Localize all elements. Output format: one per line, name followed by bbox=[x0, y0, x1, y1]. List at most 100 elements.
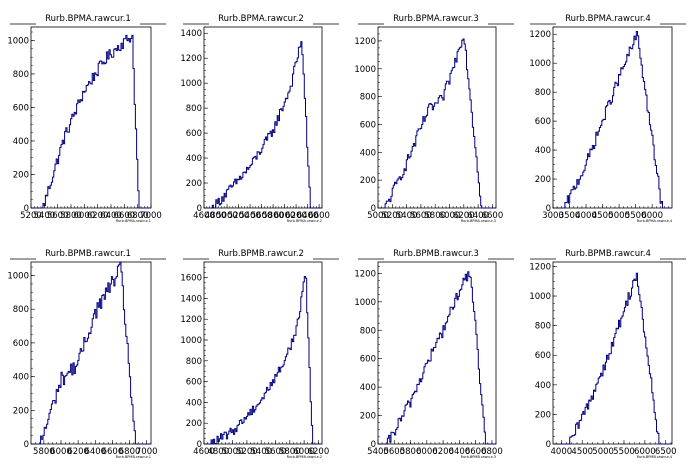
y-tick-label: 1000 bbox=[529, 59, 551, 69]
x-tick-label: 4600 bbox=[193, 447, 215, 457]
x-tick-label: 6000 bbox=[293, 447, 315, 457]
x-tick-label: 6000 bbox=[416, 447, 438, 457]
x-tick-label: 5600 bbox=[410, 211, 432, 221]
y-tick-label: 1000 bbox=[180, 336, 202, 346]
histogram-panel-4: Rurb.BPMA.rawcur.4 0 200 400 600 800 1000 1200 3… bbox=[529, 13, 686, 223]
x-tick-label: 6400 bbox=[467, 211, 489, 221]
x-tick-label: 6000 bbox=[50, 447, 72, 457]
y-tick-label: 0 bbox=[24, 204, 29, 214]
x-tick-label: 5400 bbox=[239, 211, 261, 221]
x-tick-label: 5000 bbox=[216, 211, 238, 221]
x-tick-label: 6000 bbox=[634, 447, 656, 457]
y-tick-label: 0 bbox=[197, 204, 202, 214]
x-tick-label: 5600 bbox=[47, 211, 69, 221]
x-axis-title: Rurb.BPMB.rawcur.2 bbox=[287, 455, 322, 459]
y-tick-label: 200 bbox=[360, 176, 376, 186]
histogram-line bbox=[378, 38, 496, 209]
y-tick-label: 200 bbox=[360, 412, 376, 422]
x-tick-label: 4600 bbox=[193, 211, 215, 221]
x-tick-label: 7000 bbox=[136, 447, 158, 457]
chart-title: Rurb.BPMB.rawcur.1 bbox=[45, 249, 131, 259]
x-tick-label: 6000 bbox=[274, 211, 296, 221]
y-tick-label: 800 bbox=[535, 88, 551, 98]
chart-title: Rurb.BPMA.rawcur.3 bbox=[393, 14, 479, 24]
x-tick-label: 3000 bbox=[542, 211, 564, 221]
x-tick-label: 4000 bbox=[575, 211, 597, 221]
y-tick-label: 400 bbox=[186, 154, 202, 164]
x-tick-label: 6800 bbox=[119, 447, 141, 457]
y-tick-label: 1400 bbox=[180, 29, 202, 39]
x-tick-label: 5000 bbox=[592, 447, 614, 457]
y-tick-label: 0 bbox=[24, 440, 29, 450]
x-tick-label: 6800 bbox=[127, 211, 149, 221]
x-axis-title: Rurb.BPMA.rawcur.1 bbox=[116, 219, 151, 223]
histogram-line bbox=[31, 34, 151, 209]
x-tick-label: 4800 bbox=[205, 211, 227, 221]
x-tick-label: 5400 bbox=[250, 447, 272, 457]
histogram-line bbox=[31, 261, 151, 445]
x-tick-label: 6200 bbox=[432, 447, 454, 457]
chart-title: Rurb.BPMB.rawcur.2 bbox=[218, 249, 304, 259]
y-tick-label: 400 bbox=[13, 373, 29, 383]
x-tick-label: 5800 bbox=[424, 211, 446, 221]
x-tick-label: 5400 bbox=[396, 211, 418, 221]
x-tick-label: 6600 bbox=[102, 447, 124, 457]
y-tick-label: 400 bbox=[186, 398, 202, 408]
y-tick-label: 1200 bbox=[529, 262, 551, 272]
histogram-panel-8: Rurb.BPMB.rawcur.4 0 200 400 600 800 1000 1200 4… bbox=[529, 248, 686, 459]
x-tick-label: 6000 bbox=[641, 211, 663, 221]
y-tick-label: 200 bbox=[535, 175, 551, 185]
x-tick-label: 6400 bbox=[84, 447, 106, 457]
x-tick-label: 6600 bbox=[465, 447, 487, 457]
x-axis-title: Rurb.BPMB.rawcur.4 bbox=[637, 455, 673, 459]
x-tick-label: 5800 bbox=[33, 447, 55, 457]
chart-title: Rurb.BPMA.rawcur.1 bbox=[45, 14, 131, 24]
x-tick-label: 6400 bbox=[449, 447, 471, 457]
chart-title: Rurb.BPMB.rawcur.4 bbox=[565, 249, 651, 259]
title-box bbox=[556, 13, 660, 25]
chart-title: Rurb.BPMA.rawcur.2 bbox=[218, 14, 304, 24]
y-tick-label: 600 bbox=[360, 355, 376, 365]
title-box bbox=[36, 13, 140, 25]
plot-frame bbox=[203, 26, 323, 209]
x-tick-label: 5200 bbox=[20, 211, 42, 221]
x-axis-title: Rurb.BPMB.rawcur.1 bbox=[116, 455, 151, 459]
y-tick-label: 1000 bbox=[7, 271, 29, 281]
histogram-panel-3: Rurb.BPMA.rawcur.3 0 200 400 600 800 1000 1200 5… bbox=[354, 13, 514, 223]
x-tick-label: 5200 bbox=[381, 211, 403, 221]
title-box bbox=[384, 248, 488, 260]
x-tick-label: 5600 bbox=[383, 447, 405, 457]
y-tick-label: 0 bbox=[546, 440, 551, 450]
y-tick-label: 600 bbox=[535, 351, 551, 361]
x-tick-label: 5800 bbox=[400, 447, 422, 457]
y-tick-label: 800 bbox=[360, 93, 376, 103]
y-tick-label: 1600 bbox=[180, 274, 202, 284]
x-tick-label: 6200 bbox=[67, 447, 89, 457]
y-tick-label: 1000 bbox=[354, 65, 376, 75]
y-tick-label: 1400 bbox=[180, 294, 202, 304]
x-tick-label: 6600 bbox=[114, 211, 136, 221]
y-tick-label: 800 bbox=[13, 305, 29, 315]
x-tick-label: 5500 bbox=[613, 447, 635, 457]
y-tick-label: 200 bbox=[535, 410, 551, 420]
y-tick-label: 200 bbox=[13, 406, 29, 416]
x-tick-label: 6200 bbox=[87, 211, 109, 221]
y-tick-label: 800 bbox=[186, 357, 202, 367]
y-tick-label: 800 bbox=[535, 322, 551, 332]
y-tick-label: 400 bbox=[535, 146, 551, 156]
chart-title: Rurb.BPMB.rawcur.3 bbox=[393, 249, 479, 259]
x-tick-label: 5200 bbox=[228, 211, 250, 221]
x-axis-title: Rurb.BPMA.rawcur.3 bbox=[461, 219, 496, 223]
x-tick-label: 6500 bbox=[655, 447, 677, 457]
y-tick-label: 1200 bbox=[180, 315, 202, 325]
plot-frame bbox=[552, 261, 673, 445]
x-tick-label: 5600 bbox=[251, 211, 273, 221]
y-tick-label: 600 bbox=[360, 120, 376, 130]
title-box bbox=[384, 13, 488, 25]
x-tick-label: 3500 bbox=[559, 211, 581, 221]
histogram-line bbox=[204, 276, 322, 445]
y-tick-label: 1200 bbox=[354, 37, 376, 47]
x-tick-label: 5800 bbox=[60, 211, 82, 221]
x-tick-label: 6400 bbox=[100, 211, 122, 221]
